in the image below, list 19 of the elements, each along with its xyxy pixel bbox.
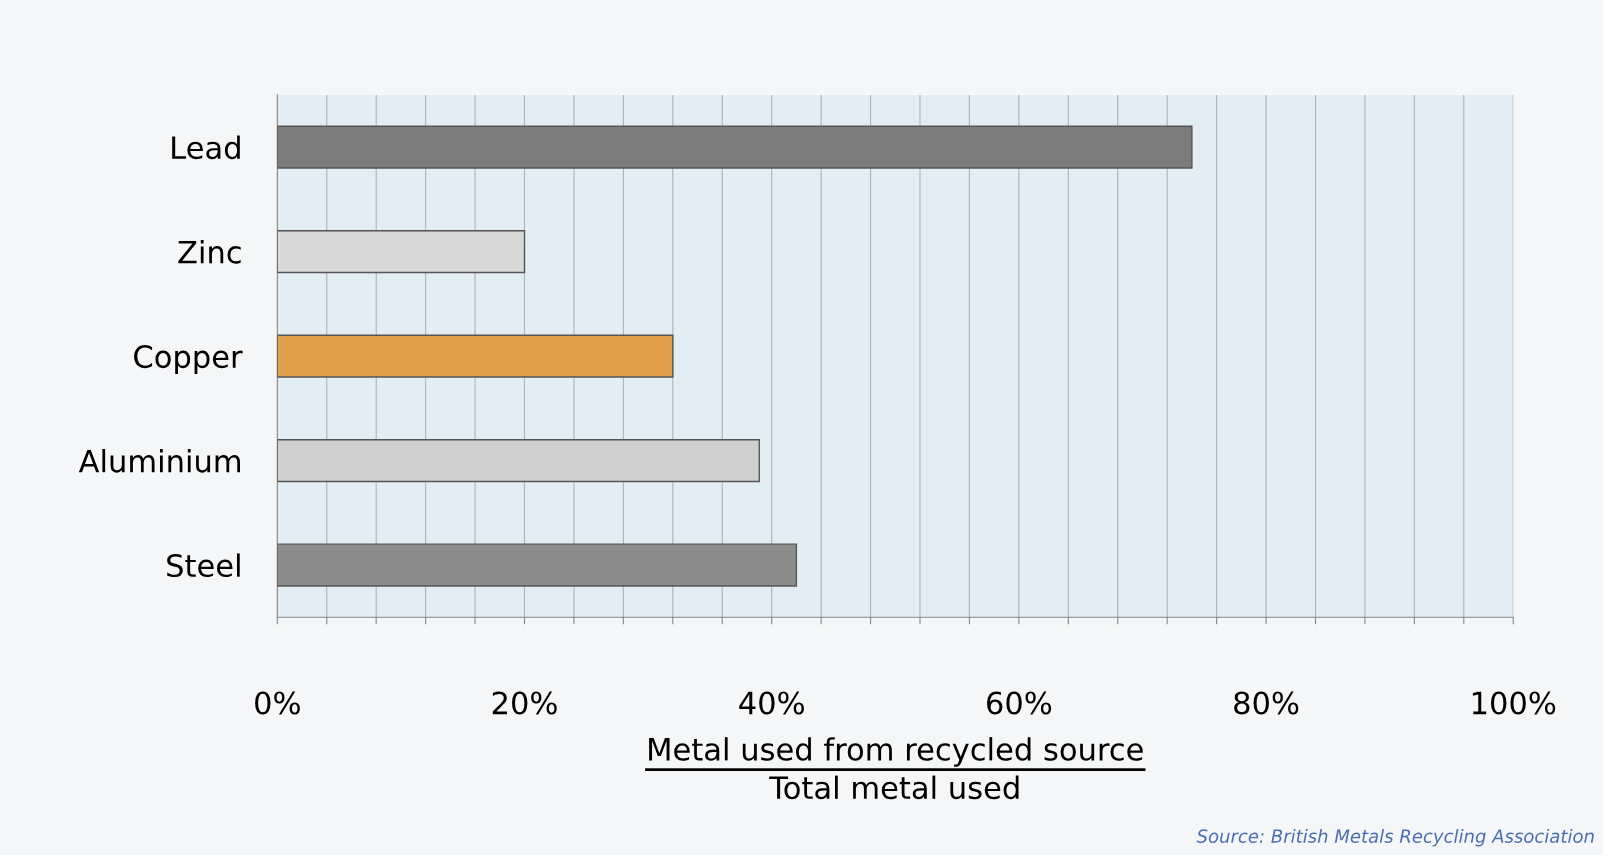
x-tick-label: 100% [1472, 691, 1556, 715]
x-tick-label: 0% [255, 691, 300, 715]
x-tick-label: 60% [987, 691, 1052, 715]
y-tick-label: Copper [134, 345, 243, 375]
x-tick-label: 40% [739, 691, 804, 715]
text: Total metal used [769, 775, 1019, 800]
x-tick-label: 20% [492, 691, 557, 715]
y-tick-label: Aluminium [78, 448, 241, 473]
bar [277, 230, 526, 274]
y-tick-label: Steel [167, 553, 240, 578]
bar [277, 543, 798, 587]
y-tick-label: Zinc [178, 240, 241, 264]
x-tick-label: 80% [1234, 691, 1299, 715]
y-tick-label: Lead [172, 135, 240, 160]
source-note: Source: British Metals Recycling Association [1196, 828, 1594, 847]
bar [277, 334, 674, 378]
bar [277, 438, 761, 483]
x-axis-title: Metal used from recycled source [649, 737, 1143, 767]
bar [277, 125, 1193, 169]
